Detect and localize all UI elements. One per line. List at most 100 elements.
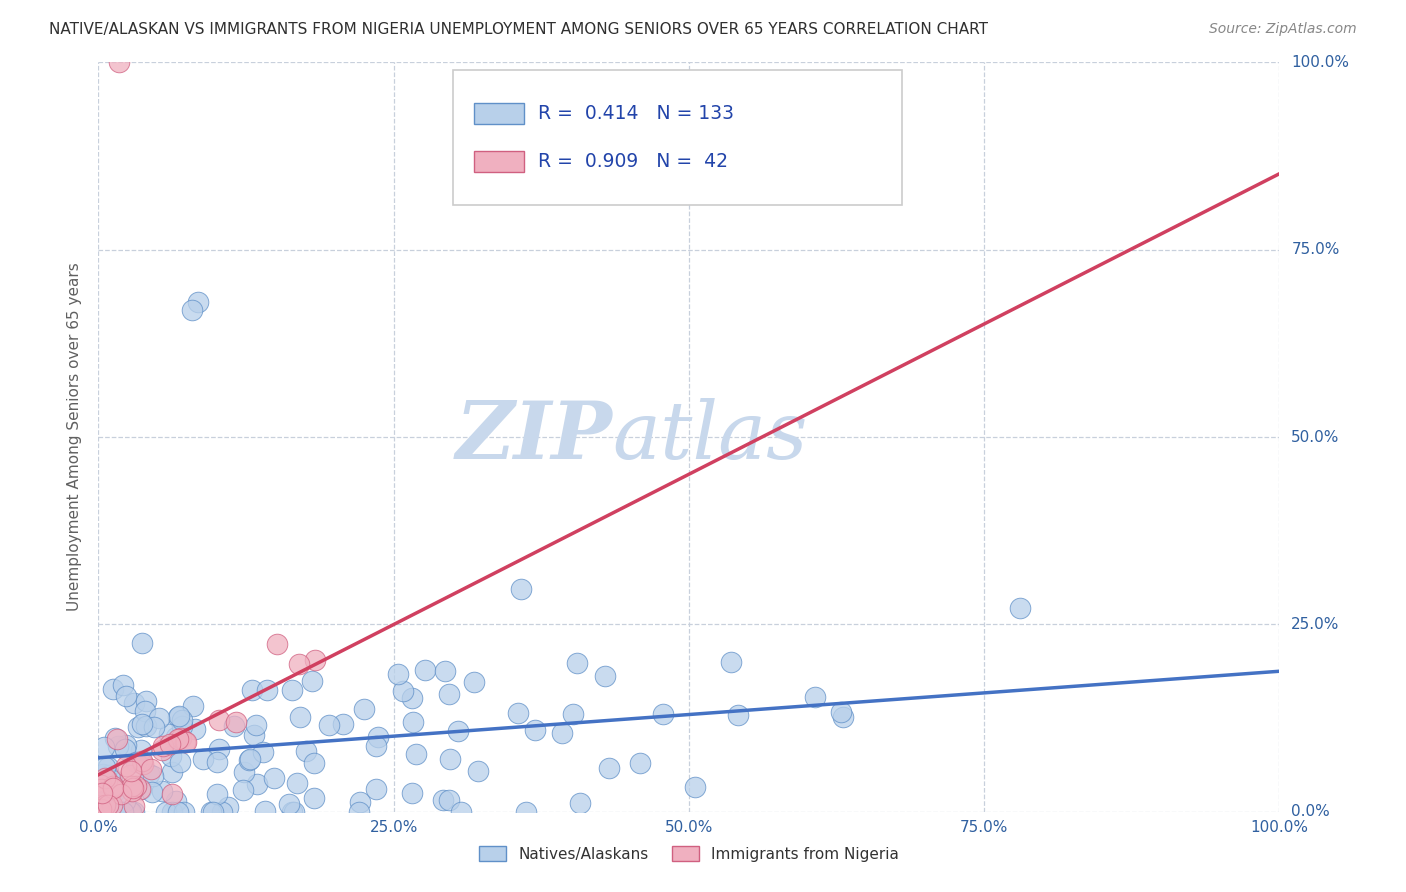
Point	[125, 756, 148, 770]
Point	[120, 805, 142, 819]
Point	[598, 761, 620, 775]
Point	[114, 689, 136, 703]
Point	[281, 683, 304, 698]
Point	[111, 678, 134, 692]
Point	[160, 805, 183, 819]
Point	[174, 735, 197, 749]
Point	[181, 699, 204, 714]
Point	[467, 764, 489, 778]
Point	[515, 805, 537, 819]
Point	[160, 788, 183, 802]
Point	[108, 55, 131, 70]
Point	[405, 747, 427, 762]
Point	[568, 796, 591, 810]
Point	[217, 800, 239, 814]
Point	[349, 795, 371, 809]
Point	[232, 764, 254, 779]
Point	[433, 664, 456, 678]
Point	[131, 754, 153, 768]
Point	[90, 781, 112, 796]
Point	[184, 722, 207, 736]
Point	[364, 781, 387, 796]
Point	[101, 797, 124, 812]
Point	[110, 805, 132, 819]
Point	[285, 776, 308, 790]
Point	[252, 745, 274, 759]
Point	[253, 804, 276, 818]
Text: ZIP: ZIP	[456, 399, 612, 475]
Point	[165, 794, 187, 808]
Point	[169, 756, 191, 770]
Point	[366, 739, 388, 753]
Point	[107, 739, 129, 753]
Point	[243, 728, 266, 742]
Point	[208, 741, 231, 756]
FancyBboxPatch shape	[453, 70, 901, 205]
Point	[401, 785, 423, 799]
Point	[202, 805, 225, 819]
Point	[89, 805, 111, 819]
Point	[100, 772, 122, 787]
Point	[804, 690, 827, 705]
Point	[205, 788, 228, 802]
Point	[125, 780, 148, 794]
Point	[150, 784, 173, 798]
Point	[90, 778, 112, 792]
Point	[1008, 601, 1031, 615]
Point	[302, 756, 325, 770]
Point	[131, 781, 153, 796]
Point	[165, 731, 187, 745]
Point	[141, 784, 163, 798]
Point	[142, 769, 165, 783]
Point	[288, 710, 311, 724]
Point	[301, 673, 323, 688]
Point	[91, 786, 114, 800]
Point	[122, 798, 145, 813]
Point	[353, 702, 375, 716]
Point	[256, 682, 278, 697]
Point	[432, 792, 454, 806]
Point	[104, 731, 127, 745]
Point	[101, 682, 124, 697]
Point	[121, 779, 143, 793]
Point	[302, 790, 325, 805]
Point	[96, 772, 118, 787]
Point	[135, 694, 157, 708]
Point	[166, 805, 188, 819]
Point	[101, 773, 124, 788]
Point	[628, 756, 651, 771]
Point	[651, 707, 673, 722]
Point	[97, 760, 120, 774]
Point	[129, 782, 152, 797]
Point	[114, 742, 136, 756]
Point	[447, 724, 470, 739]
Point	[200, 805, 222, 819]
Point	[510, 582, 533, 596]
Point	[120, 764, 142, 778]
Point	[278, 797, 301, 812]
Point	[131, 757, 153, 772]
Point	[134, 719, 156, 733]
Point	[283, 805, 305, 819]
Text: 25.0%: 25.0%	[1291, 617, 1340, 632]
Point	[245, 777, 267, 791]
Text: 0.0%: 0.0%	[1291, 805, 1330, 819]
Point	[245, 718, 267, 732]
Point	[124, 696, 146, 710]
Point	[683, 780, 706, 794]
Point	[94, 760, 117, 774]
Point	[167, 731, 190, 746]
FancyBboxPatch shape	[474, 151, 523, 172]
Point	[402, 714, 425, 729]
Point	[567, 656, 589, 670]
Point	[211, 805, 233, 819]
Point	[157, 727, 180, 741]
Point	[129, 743, 152, 757]
Point	[551, 726, 574, 740]
Point	[101, 781, 124, 796]
Point	[367, 730, 389, 744]
Point	[349, 805, 371, 819]
Point	[463, 675, 485, 690]
Point	[263, 771, 285, 785]
Point	[506, 706, 529, 721]
